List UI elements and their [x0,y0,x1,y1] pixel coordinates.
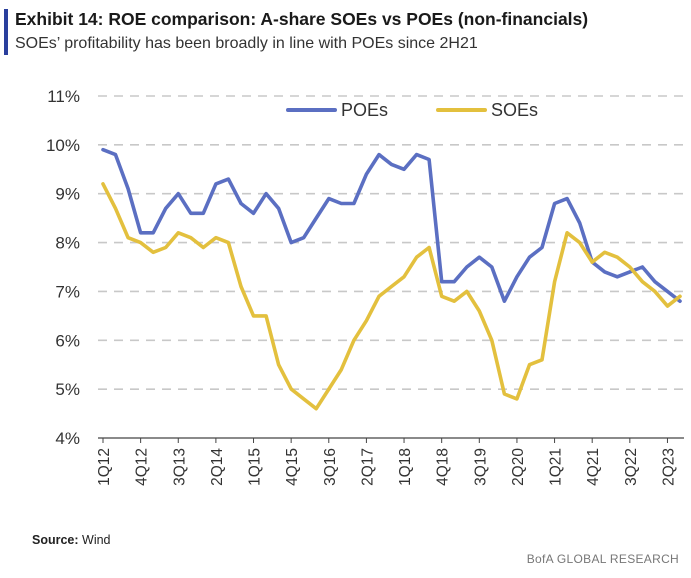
x-tick-label: 3Q13 [171,448,188,486]
y-axis-ticks: 4% 5% 6% 7% 8% 9% 10% 11% [46,87,80,448]
x-tick-label: 1Q15 [247,448,264,486]
x-tick-label: 3Q16 [322,448,339,486]
x-tick-label: 2Q23 [660,448,677,486]
x-tick-label: 1Q12 [96,448,113,486]
series-lines [101,147,682,411]
x-tick-label: 1Q18 [397,448,414,486]
x-tick-label: 4Q15 [284,448,301,486]
legend-label-soes: SOEs [491,100,538,120]
y-tick-label: 9% [55,185,80,204]
source-label: Source: [32,533,79,547]
chart-subtitle: SOEs’ profitability has been broadly in … [15,35,478,52]
source-note: Source: Wind [32,533,111,547]
x-tick-label: 2Q17 [359,448,376,486]
legend-label-poes: POEs [341,100,388,120]
x-tick-label: 3Q19 [472,448,489,486]
series-line-soes [101,182,682,411]
title-accent-bar [4,9,8,55]
x-tick-label: 4Q12 [134,448,151,486]
y-tick-label: 6% [55,331,80,350]
x-tick-label: 1Q21 [548,448,565,486]
x-axis-ticks: 1Q12 4Q12 3Q13 2Q14 1Q15 4Q15 3Q16 2Q17 1Q18 4Q18… [96,438,677,486]
research-credit: BofA GLOBAL RESEARCH [526,552,679,566]
gridlines [98,95,684,390]
y-tick-label: 7% [55,282,80,301]
y-tick-label: 4% [55,429,80,448]
x-tick-label: 2Q20 [510,448,527,486]
x-tick-label: 2Q14 [209,448,226,486]
legend: POEs SOEs [286,100,538,120]
y-tick-label: 5% [55,380,80,399]
x-tick-label: 3Q22 [623,448,640,486]
series-line-poes [101,147,682,304]
y-tick-label: 10% [46,136,80,155]
x-tick-label: 4Q21 [585,448,602,486]
chart-title: Exhibit 14: ROE comparison: A-share SOEs… [15,9,589,29]
x-tick-label: 4Q18 [435,448,452,486]
y-tick-label: 11% [47,87,80,106]
y-tick-label: 8% [55,234,80,253]
source-value: Wind [82,533,111,547]
